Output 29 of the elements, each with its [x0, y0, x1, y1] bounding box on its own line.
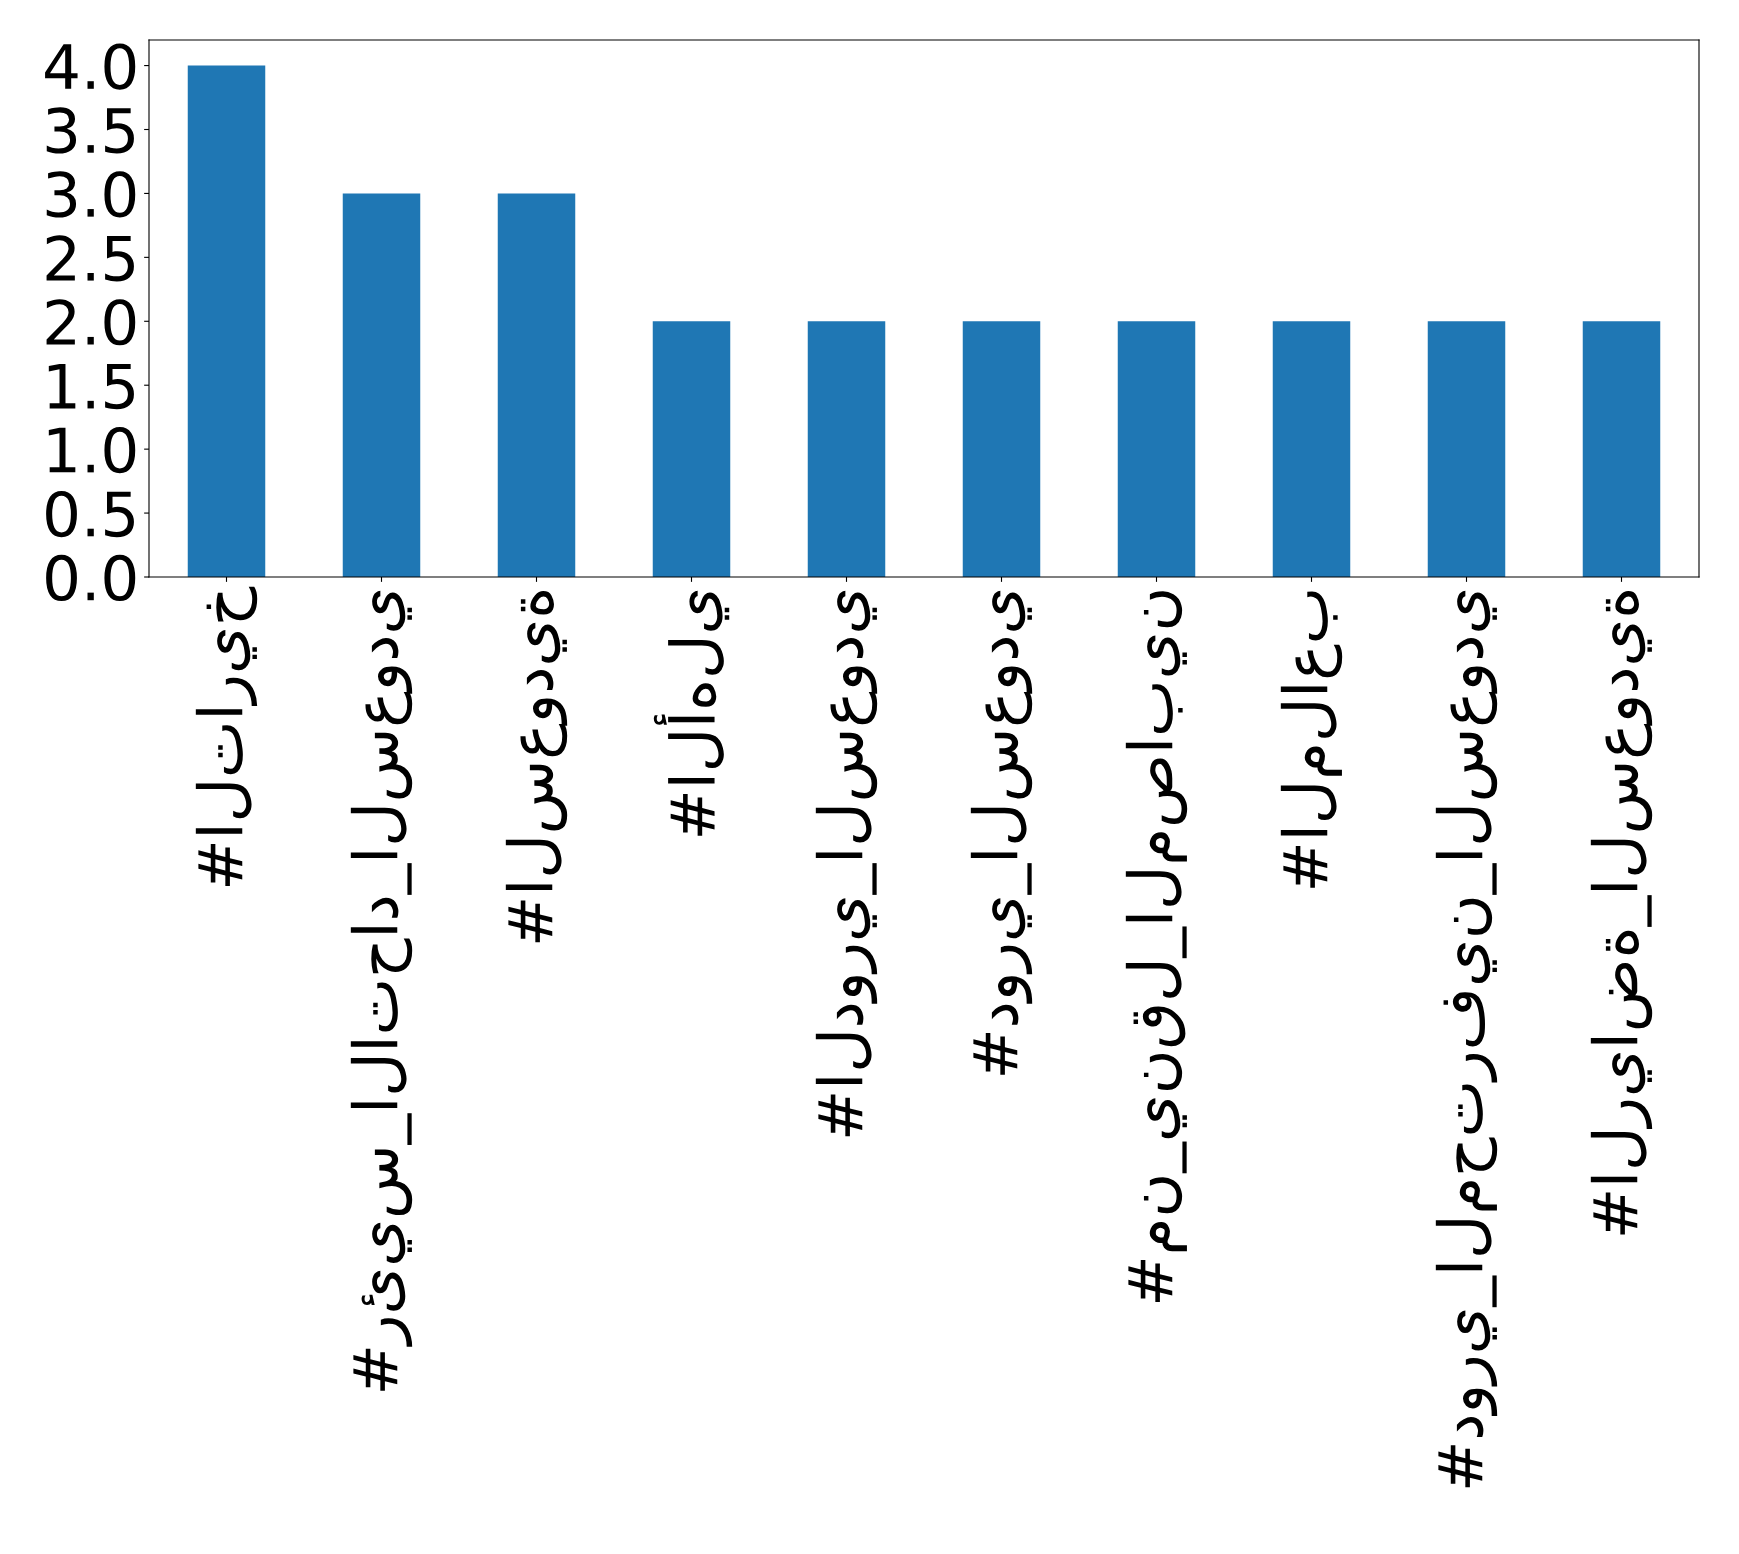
x-tick-label: #التاريخ	[195, 586, 258, 886]
x-tick-label: #الرياضة_السعودية	[1590, 591, 1653, 1235]
x-tick-label: #السعودية	[505, 591, 568, 943]
y-tick-label: 3.5	[46, 107, 134, 154]
bar	[187, 65, 266, 577]
x-tick-label: #دوري_المحترفين_السعودي	[1435, 590, 1498, 1488]
bar	[342, 193, 421, 577]
y-tick-label: 0.0	[46, 554, 136, 602]
x-tick-label: #دوري_السعودي	[970, 590, 1033, 1075]
x-tick-label: #الملاعب	[1280, 591, 1343, 888]
bar	[1427, 321, 1506, 577]
bar	[497, 193, 576, 577]
y-tick-label: 1.5	[48, 363, 134, 410]
y-tick-label: 1.0	[48, 427, 136, 474]
x-tick-label: #رئيس_الاتحاد_السعودي	[350, 590, 413, 1391]
y-tick-label: 0.5	[46, 490, 134, 538]
bar	[1117, 321, 1196, 577]
bar	[962, 321, 1041, 577]
x-tick-label: #من_ينقل_المصابين	[1125, 591, 1188, 1302]
y-tick-label: 2.5	[46, 235, 134, 282]
bar	[1582, 321, 1661, 577]
bar	[807, 321, 886, 577]
x-tick-label: #الأهلي	[653, 590, 730, 836]
y-tick-label: 2.0	[46, 299, 136, 346]
bar	[652, 321, 731, 577]
x-tick-label: #الدوري_السعودي	[815, 590, 878, 1137]
bar	[1272, 321, 1351, 577]
y-tick-label: 4.0	[45, 43, 136, 90]
y-tick-label: 3.0	[46, 171, 136, 218]
